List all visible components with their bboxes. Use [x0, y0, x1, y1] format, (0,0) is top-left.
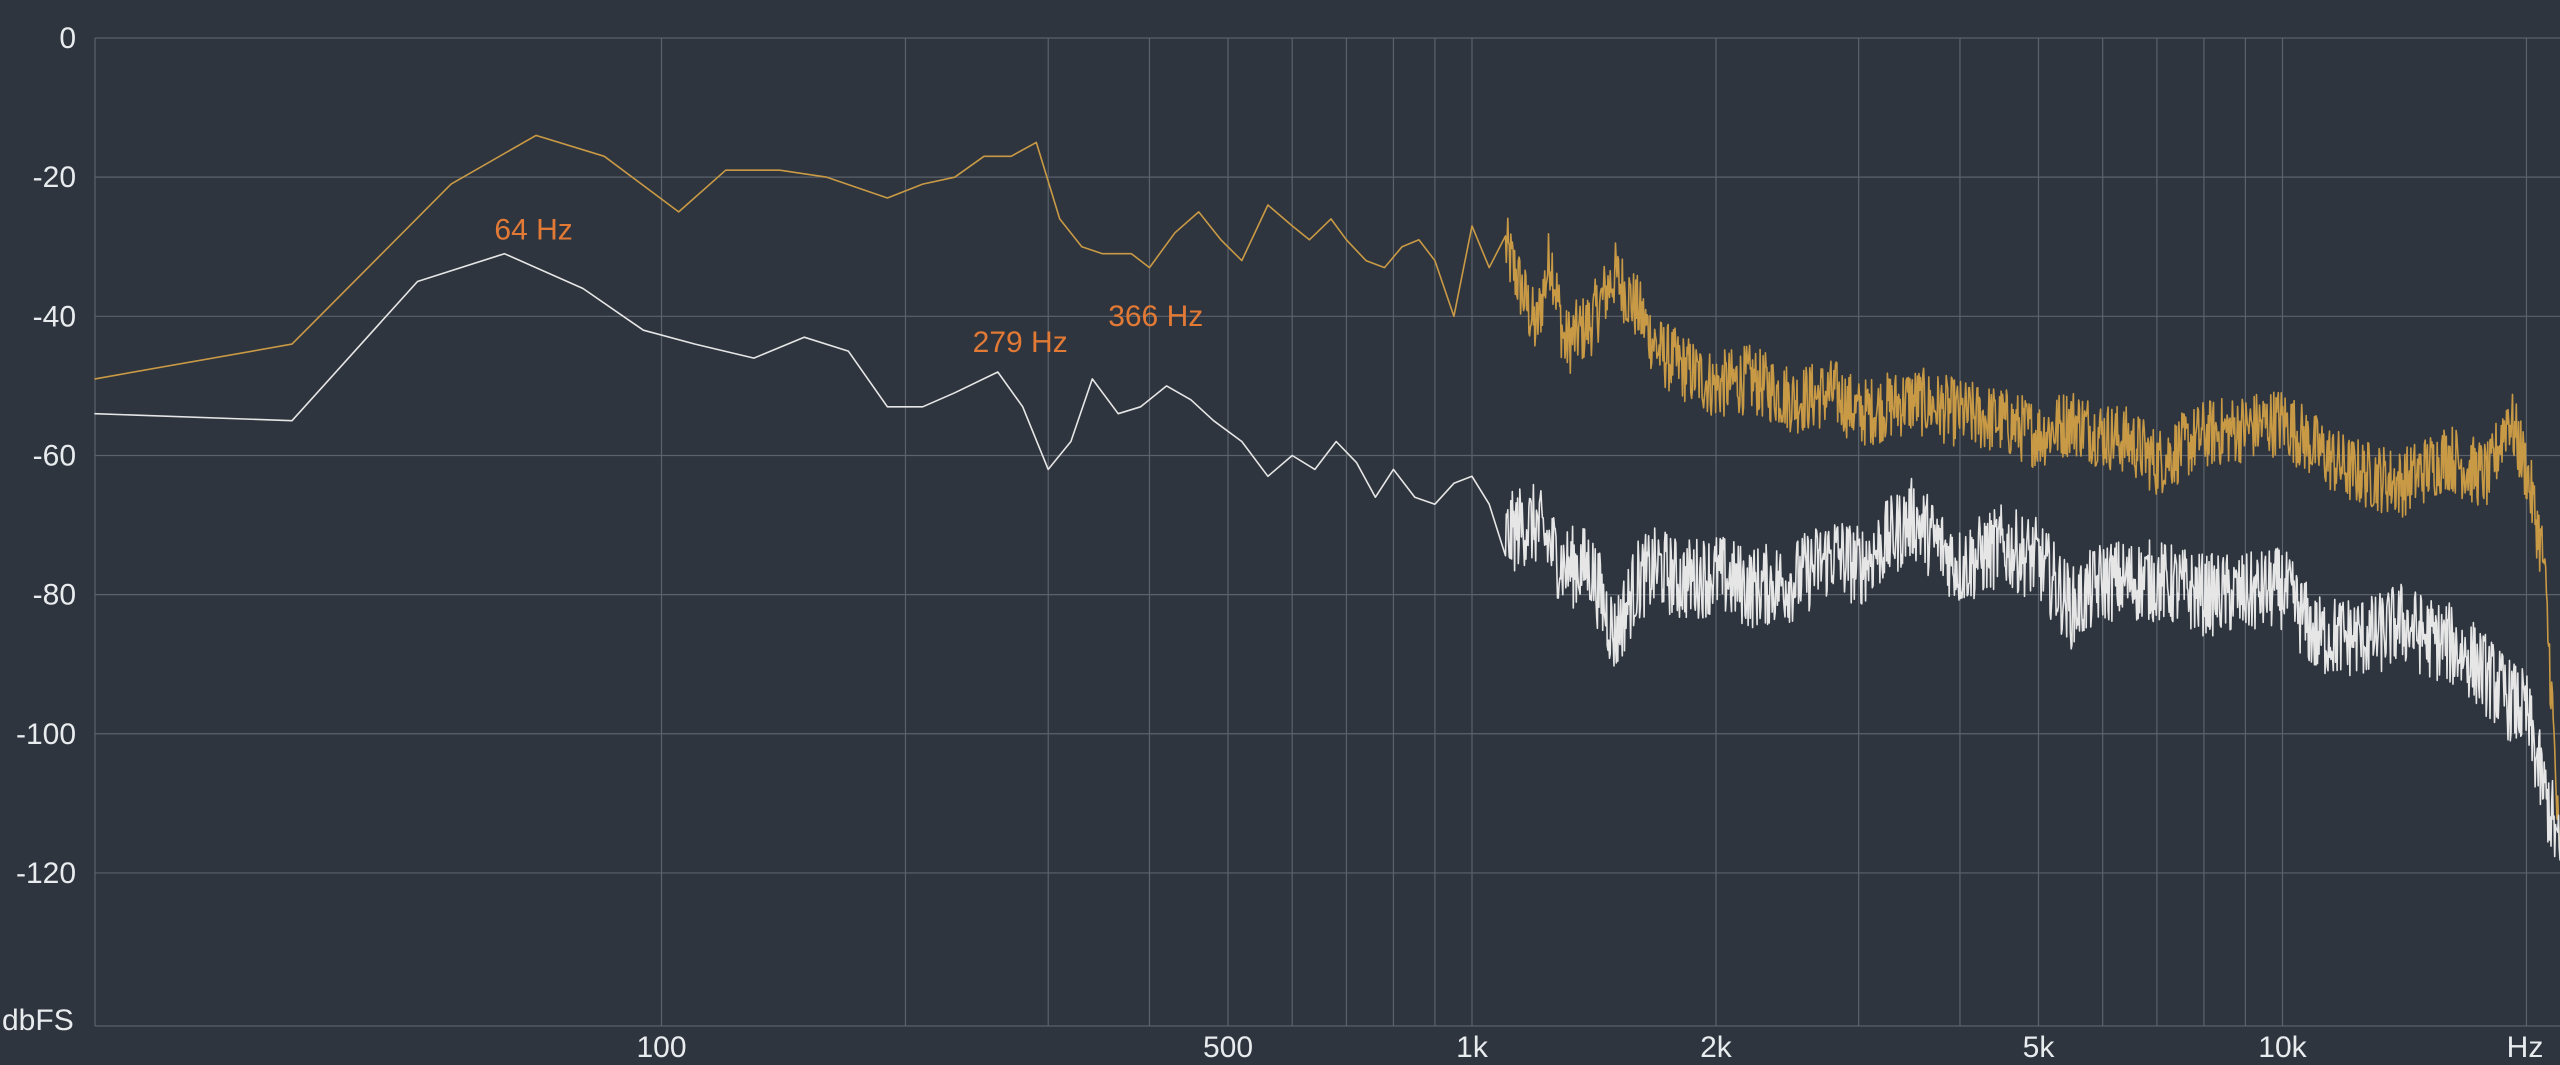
- x-tick-label: 1k: [1456, 1031, 1489, 1064]
- x-tick-label: 100: [636, 1031, 686, 1064]
- spectrum-series: [94, 134, 2560, 861]
- x-tick-label: 2k: [1700, 1031, 1733, 1064]
- series-line-1: [94, 134, 2560, 855]
- x-tick-label: 10k: [2258, 1031, 2307, 1064]
- peak-label: 64 Hz: [494, 214, 572, 247]
- x-unit-label: Hz: [2507, 1031, 2544, 1064]
- peak-label: 279 Hz: [973, 326, 1068, 359]
- grid: [94, 37, 2560, 1027]
- y-unit-label: dbFS: [2, 1004, 74, 1037]
- x-tick-label: 500: [1203, 1031, 1253, 1064]
- y-tick-label: -60: [33, 439, 76, 472]
- y-tick-label: -100: [16, 718, 76, 751]
- y-tick-label: -80: [33, 579, 76, 612]
- y-tick-label: -40: [33, 300, 76, 333]
- y-tick-label: -120: [16, 857, 76, 890]
- y-tick-label: 0: [59, 22, 76, 55]
- peak-label: 366 Hz: [1108, 300, 1203, 333]
- tick-labels: dbFS Hz 0 -20 -40 -60 -80 -100 -120 100 500 1k 2k 5…: [2, 22, 2543, 1064]
- series-line-2: [94, 252, 2560, 861]
- peak-annotations: 64 Hz 279 Hz 366 Hz: [494, 214, 1203, 359]
- x-tick-label: 5k: [2023, 1031, 2056, 1064]
- y-tick-label: -20: [33, 161, 76, 194]
